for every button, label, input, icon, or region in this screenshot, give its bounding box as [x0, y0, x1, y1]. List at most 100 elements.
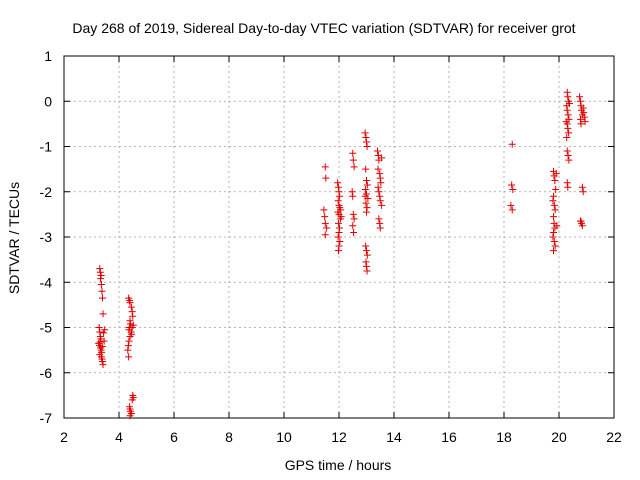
y-axis-label: SDTVAR / TECUs — [6, 182, 22, 294]
data-point — [362, 199, 370, 207]
data-point — [374, 183, 382, 191]
data-point — [96, 268, 104, 276]
data-point — [376, 219, 384, 227]
data-point — [95, 339, 103, 347]
data-point — [97, 271, 105, 279]
data-point — [563, 106, 571, 114]
data-points — [95, 88, 589, 420]
data-point — [363, 176, 370, 184]
x-tick-label: 2 — [60, 429, 68, 445]
data-point — [363, 251, 371, 259]
data-point — [550, 192, 557, 200]
data-point — [336, 238, 344, 246]
x-tick-label: 12 — [331, 429, 347, 445]
data-point — [129, 321, 137, 329]
data-point — [336, 224, 344, 232]
chart-title: Day 268 of 2019, Sidereal Day-to-day VTE… — [72, 20, 575, 36]
data-point — [334, 219, 342, 227]
data-point — [321, 163, 329, 171]
data-point — [374, 147, 381, 155]
x-tick-labels: 2 4 6 8 10 12 14 16 18 20 22 — [60, 429, 622, 445]
data-point — [363, 143, 371, 150]
data-point — [581, 118, 589, 126]
data-point — [508, 140, 516, 148]
data-point — [362, 258, 370, 266]
data-point — [129, 312, 137, 320]
data-point — [99, 294, 106, 302]
data-point — [334, 197, 342, 205]
data-point — [99, 361, 107, 369]
y-tick-label: -4 — [40, 274, 53, 290]
data-point — [580, 109, 588, 117]
data-point — [565, 129, 573, 137]
data-point — [96, 265, 104, 273]
y-tick-labels: 1 0 -1 -2 -3 -4 -5 -6 -7 — [40, 48, 53, 426]
data-point — [563, 133, 571, 141]
y-tick-label: -2 — [40, 184, 53, 200]
data-point — [551, 206, 559, 214]
data-point — [562, 118, 570, 126]
data-point — [127, 303, 135, 311]
y-tick-label: 1 — [44, 48, 52, 64]
data-point — [577, 120, 585, 128]
data-point — [363, 138, 370, 146]
data-point — [375, 188, 383, 196]
data-point — [126, 333, 134, 341]
data-point — [378, 154, 386, 162]
data-point — [336, 192, 344, 200]
data-point — [565, 100, 573, 108]
data-point — [375, 215, 383, 223]
data-point — [550, 238, 558, 246]
data-point — [550, 228, 557, 236]
data-point — [337, 213, 345, 221]
data-point — [335, 228, 343, 236]
x-tick-label: 6 — [170, 429, 178, 445]
data-point — [564, 93, 572, 101]
data-point — [322, 174, 330, 182]
data-point — [563, 147, 571, 155]
data-point — [576, 93, 584, 101]
data-point — [576, 217, 584, 225]
data-point — [125, 353, 133, 361]
data-point — [363, 247, 370, 255]
y-tick-label: -7 — [40, 410, 53, 426]
data-point — [564, 152, 572, 160]
data-point — [508, 181, 516, 189]
data-point — [362, 165, 370, 173]
data-point — [550, 247, 557, 255]
data-point — [550, 201, 558, 209]
x-tick-label: 20 — [551, 429, 567, 445]
data-point — [361, 129, 369, 137]
grid-lines — [64, 56, 614, 418]
data-point — [551, 242, 559, 250]
data-point — [124, 342, 132, 350]
data-point — [564, 124, 572, 132]
data-point — [128, 396, 136, 404]
x-tick-label: 8 — [225, 429, 233, 445]
x-tick-label: 4 — [115, 429, 123, 445]
data-point — [363, 204, 371, 212]
data-point — [98, 287, 106, 295]
data-point — [349, 210, 357, 218]
data-point — [578, 183, 586, 191]
data-point — [349, 192, 357, 200]
data-point — [334, 247, 342, 255]
data-point — [363, 262, 370, 270]
data-point — [363, 181, 371, 189]
data-point — [580, 113, 588, 121]
data-point — [376, 192, 384, 200]
data-point — [349, 156, 357, 164]
data-point — [124, 346, 132, 354]
data-point — [553, 222, 561, 230]
data-point — [363, 208, 370, 216]
data-point — [361, 192, 369, 200]
data-point — [376, 224, 384, 232]
data-point — [100, 337, 108, 345]
data-point — [101, 326, 109, 334]
data-point — [349, 149, 357, 157]
data-point — [100, 329, 108, 337]
data-point — [125, 337, 133, 345]
x-tick-label: 14 — [386, 429, 402, 445]
data-point — [350, 163, 358, 171]
